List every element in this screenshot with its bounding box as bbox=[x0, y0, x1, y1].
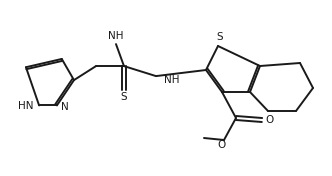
Text: NH: NH bbox=[108, 31, 124, 41]
Text: O: O bbox=[265, 115, 273, 125]
Text: O: O bbox=[218, 140, 226, 150]
Text: S: S bbox=[121, 92, 127, 102]
Text: S: S bbox=[217, 32, 223, 42]
Text: HN: HN bbox=[18, 101, 33, 111]
Text: NH: NH bbox=[164, 75, 180, 85]
Text: N: N bbox=[61, 102, 69, 112]
